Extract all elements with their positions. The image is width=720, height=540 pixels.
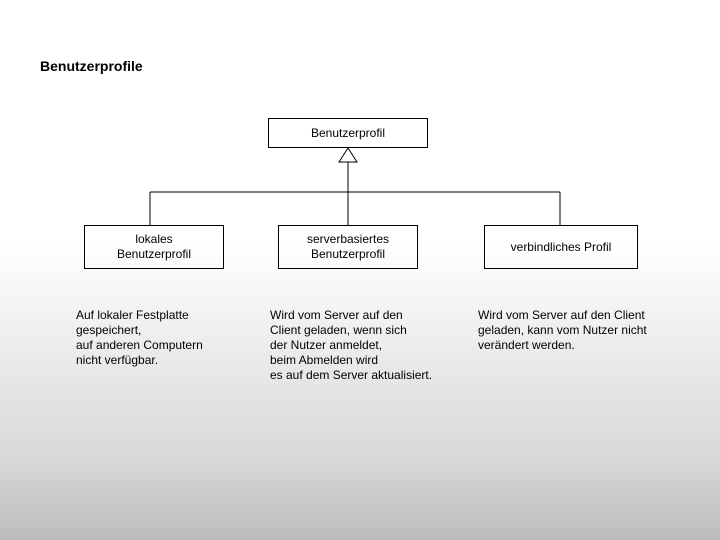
child-description-server: Wird vom Server auf den Client geladen, … — [270, 308, 470, 383]
child-class-label: serverbasiertes Benutzerprofil — [307, 232, 389, 262]
parent-class-label: Benutzerprofil — [311, 126, 385, 141]
page-title: Benutzerprofile — [40, 58, 143, 74]
child-class-box-server: serverbasiertes Benutzerprofil — [278, 225, 418, 269]
child-class-label: verbindliches Profil — [511, 240, 612, 255]
child-class-box-local: lokales Benutzerprofil — [84, 225, 224, 269]
child-class-label: lokales Benutzerprofil — [117, 232, 191, 262]
child-description-local: Auf lokaler Festplatte gespeichert, auf … — [76, 308, 251, 368]
connector-lines — [0, 0, 720, 540]
child-description-mandatory: Wird vom Server auf den Client geladen, … — [478, 308, 688, 353]
child-class-box-mandatory: verbindliches Profil — [484, 225, 638, 269]
parent-class-box: Benutzerprofil — [268, 118, 428, 148]
